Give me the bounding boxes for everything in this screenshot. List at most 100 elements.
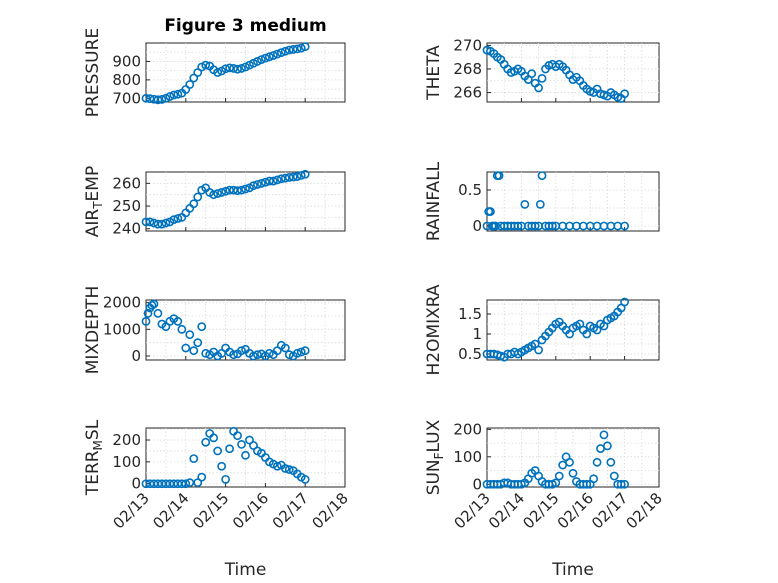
x-tick-label: 02/17 [269,489,312,532]
panel-rainfall: 0 0.5 RAINFALL [424,161,660,241]
y-tick-label: 1000 [103,320,141,338]
data-point [292,172,302,181]
y-tick-label: 0 [472,475,482,493]
y-tick-label: 0 [131,475,141,493]
data-point [193,338,203,348]
y-tick-label: 260 [112,174,141,192]
data-point [296,347,306,357]
data-point [217,188,227,197]
data-point [527,69,537,79]
x-tick-label: 02/18 [623,489,666,532]
y-tick-label: 100 [112,453,141,471]
y-tick-label: 700 [112,89,141,107]
data-point [260,177,270,187]
data-point [169,90,179,100]
chart-title: Figure 3 medium [164,16,326,36]
data-point [565,457,574,467]
data-point [620,89,629,99]
data-point [145,217,155,227]
data-point [193,68,203,77]
data-point [513,221,523,231]
data-point [606,457,616,467]
data-point [589,474,599,484]
data-point [145,94,155,104]
data-point [225,444,234,454]
panel-h2omixra: 0.5 1 1.5 H2OMIXRA [424,284,660,376]
data-point [280,46,290,56]
data-point [257,178,266,188]
data-point [237,439,246,449]
data-point [554,471,564,481]
data-point [300,169,310,179]
panel-air_temp: 240 250 260 AIRTEMP [83,166,346,238]
data-point [213,68,223,77]
y-axis-label: TERRMSL [83,419,105,496]
data-point [603,441,612,451]
data-point [189,454,199,463]
x-axis-label: Time [551,560,594,580]
y-tick-label: 240 [112,220,141,238]
data-point [288,172,298,182]
data-point [221,474,230,484]
data-point [161,218,171,228]
data-point [537,171,547,180]
data-point [221,186,230,196]
data-point [197,322,207,332]
x-tick-label: 02/17 [588,489,631,532]
y-tick-label: 266 [453,84,482,102]
data-point [537,74,547,83]
data-point [241,184,250,194]
y-tick-label: 800 [112,71,141,89]
data-point [280,464,290,473]
data-point [253,180,262,189]
x-tick-label: 02/14 [485,489,528,532]
data-point [520,199,530,209]
data-point [280,173,290,183]
data-point [264,348,274,358]
data-point [620,221,629,231]
data-point [249,181,258,191]
data-point [582,479,592,489]
data-point [229,350,238,360]
data-point [153,308,163,318]
y-axis-label: SUNFLUX [424,419,446,495]
data-point [272,175,282,185]
data-point [185,80,195,89]
data-point [173,316,183,326]
data-point [284,350,294,360]
data-point [217,461,227,471]
data-point [300,346,310,356]
data-point [177,324,187,334]
data-point [284,45,294,55]
data-point [249,351,258,361]
data-point [300,474,310,484]
data-point [201,437,211,447]
data-point [292,348,302,358]
y-tick-label: 0.5 [458,181,482,199]
y-axis-label: RAINFALL [424,161,444,241]
data-point [491,221,500,231]
data-point [233,186,242,196]
data-point [157,95,167,104]
y-tick-label: 0.5 [458,345,482,363]
data-point [535,199,545,209]
data-point [264,52,274,62]
data-point [189,199,199,209]
data-point [288,45,298,54]
y-tick-label: 100 [453,448,482,466]
data-point [233,64,242,74]
data-point [213,189,223,198]
data-point [284,465,294,474]
data-point [157,219,167,229]
data-point [149,218,159,228]
y-tick-label: 270 [453,36,482,54]
data-point [149,299,159,309]
x-axis-label: Time [224,560,267,580]
data-point [272,49,282,59]
data-point [201,60,211,70]
x-tick-label: 02/15 [519,489,562,532]
data-point [189,73,199,83]
